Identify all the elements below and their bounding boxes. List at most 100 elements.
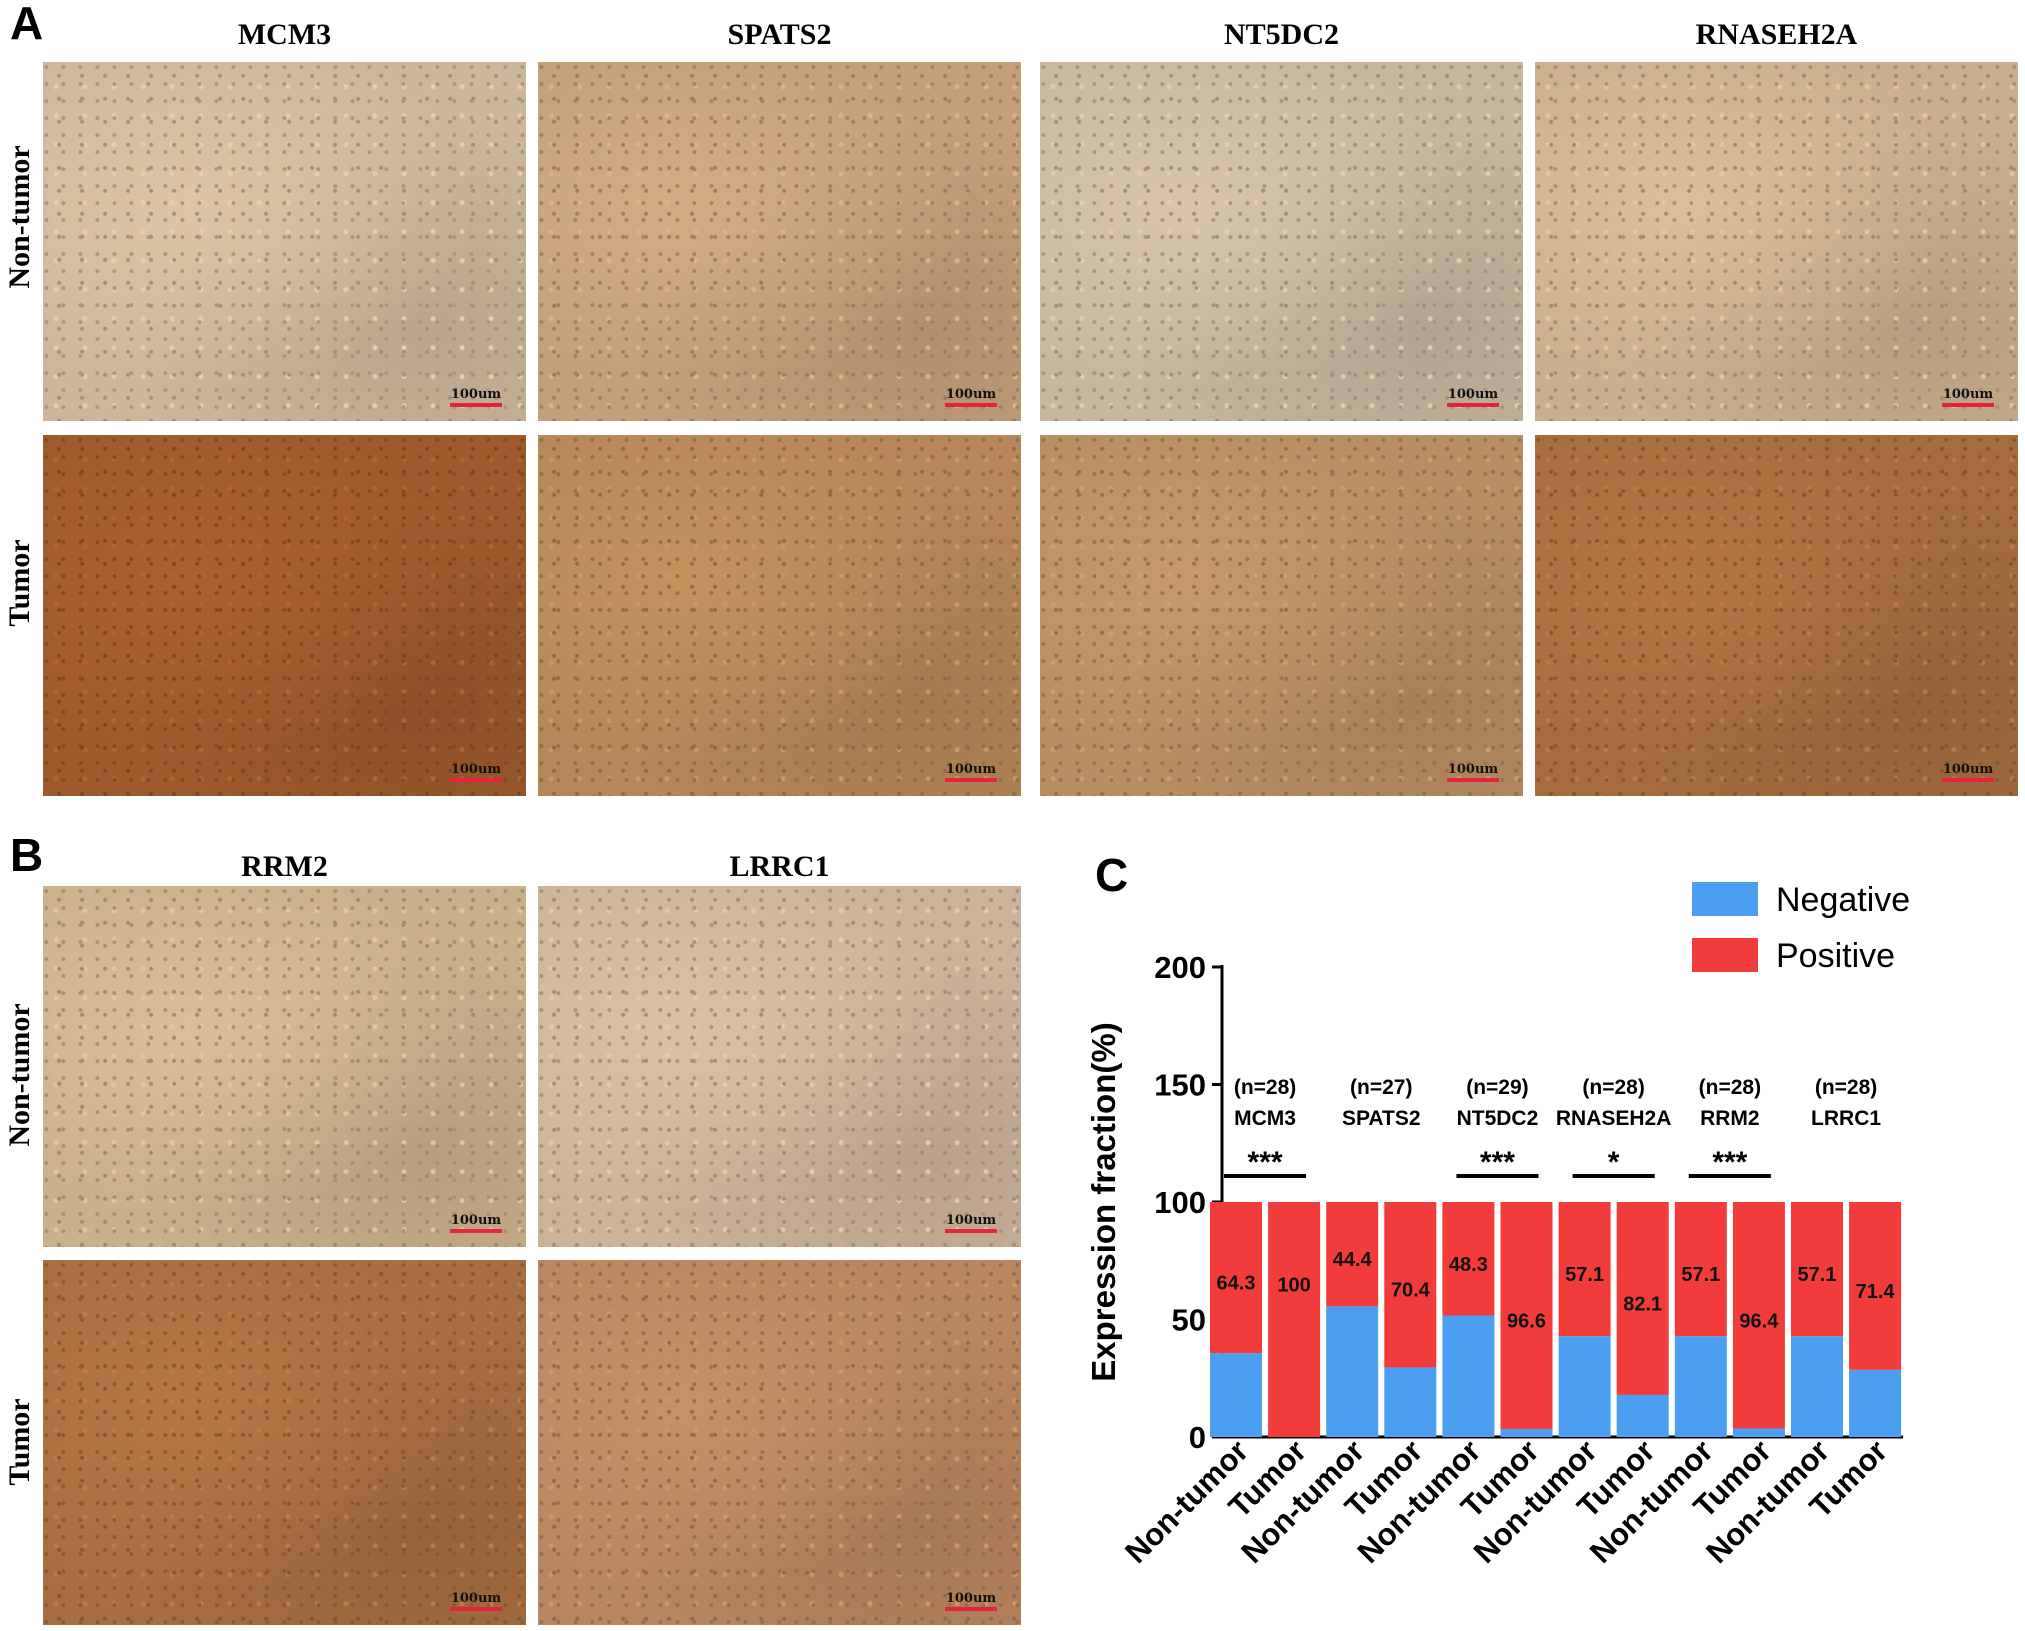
legend-swatch-1 xyxy=(1692,938,1758,972)
row-label-non-tumor-a: Non-tumor xyxy=(3,145,36,289)
scale-bar: 100um xyxy=(450,1591,502,1611)
legend-label-0: Negative xyxy=(1776,881,1910,919)
bar-label-positive-7: 82.1 xyxy=(1623,1293,1662,1315)
sig-stars-4: *** xyxy=(1712,1146,1747,1179)
row-label-tumor-a: Tumor xyxy=(3,539,36,627)
scale-bar: 100um xyxy=(945,762,997,782)
bar-positive-9 xyxy=(1732,1202,1785,1429)
gene-title-spats2: SPATS2 xyxy=(727,18,832,51)
group-n-3: (n=28) xyxy=(1582,1076,1644,1099)
bar-label-positive-6: 57.1 xyxy=(1565,1264,1604,1286)
gene-title-rrm2: RRM2 xyxy=(241,850,328,883)
micrograph-a-tumor-4: 100um xyxy=(1535,435,2018,796)
scale-bar: 100um xyxy=(1942,387,1994,407)
bar-positive-3 xyxy=(1384,1202,1437,1368)
y-tick-label-50: 50 xyxy=(1172,1303,1206,1338)
micrograph-b-nontumor-2: 100um xyxy=(538,886,1021,1247)
legend-swatch-0 xyxy=(1692,882,1758,916)
bar-positive-11 xyxy=(1849,1202,1902,1370)
y-tick-label-0: 0 xyxy=(1189,1420,1206,1455)
legend-label-1: Positive xyxy=(1776,937,1895,975)
sig-stars-0: *** xyxy=(1248,1146,1283,1179)
bar-positive-6 xyxy=(1558,1202,1611,1337)
micrograph-a-tumor-2: 100um xyxy=(538,435,1021,796)
gene-title-lrrc1: LRRC1 xyxy=(729,850,830,883)
bar-negative-10 xyxy=(1791,1336,1843,1437)
bar-negative-9 xyxy=(1732,1428,1785,1437)
bar-label-positive-1: 100 xyxy=(1277,1275,1310,1297)
bar-label-positive-11: 71.4 xyxy=(1856,1281,1896,1303)
bar-negative-0 xyxy=(1210,1353,1262,1437)
group-gene-1: SPATS2 xyxy=(1342,1107,1421,1130)
group-n-5: (n=28) xyxy=(1815,1076,1877,1099)
bar-positive-8 xyxy=(1674,1202,1727,1337)
scale-bar: 100um xyxy=(450,1213,502,1233)
micrograph-a-nontumor-4: 100um xyxy=(1535,62,2018,421)
group-gene-3: RNASEH2A xyxy=(1556,1107,1672,1130)
scale-bar: 100um xyxy=(450,387,502,407)
bar-negative-4 xyxy=(1442,1315,1495,1437)
micrograph-a-tumor-3: 100um xyxy=(1040,435,1523,796)
sig-stars-3: * xyxy=(1608,1146,1620,1179)
bar-label-positive-9: 96.4 xyxy=(1739,1310,1779,1332)
bar-negative-3 xyxy=(1384,1367,1437,1437)
y-tick-label-150: 150 xyxy=(1154,1068,1206,1103)
micrograph-a-nontumor-1: 100um xyxy=(43,62,526,421)
bar-negative-6 xyxy=(1558,1336,1611,1437)
scale-bar: 100um xyxy=(450,762,502,782)
bar-label-positive-8: 57.1 xyxy=(1681,1264,1720,1286)
bar-negative-8 xyxy=(1674,1336,1727,1437)
micrograph-b-tumor-2: 100um xyxy=(538,1260,1021,1625)
bar-positive-0 xyxy=(1210,1202,1262,1354)
bar-positive-2 xyxy=(1326,1202,1379,1307)
scale-bar: 100um xyxy=(945,1213,997,1233)
micrograph-a-nontumor-3: 100um xyxy=(1040,62,1523,421)
scale-bar: 100um xyxy=(1447,387,1499,407)
gene-title-nt5dc2: NT5DC2 xyxy=(1223,18,1339,51)
panel-label-a: A xyxy=(10,0,44,49)
row-label-non-tumor-b: Non-tumor xyxy=(3,1003,36,1147)
sig-stars-2: *** xyxy=(1480,1146,1515,1179)
y-tick-label-200: 200 xyxy=(1154,950,1206,985)
bar-negative-5 xyxy=(1500,1429,1553,1437)
bar-negative-7 xyxy=(1616,1394,1669,1437)
bar-negative-11 xyxy=(1849,1369,1902,1437)
gene-title-mcm3: MCM3 xyxy=(237,18,332,51)
micrograph-b-nontumor-1: 100um xyxy=(43,886,526,1247)
y-tick-label-100: 100 xyxy=(1154,1185,1206,1220)
bar-positive-4 xyxy=(1442,1202,1495,1316)
bar-positive-5 xyxy=(1500,1202,1553,1430)
group-n-0: (n=28) xyxy=(1234,1076,1296,1099)
scale-bar: 100um xyxy=(945,1591,997,1611)
bar-label-positive-4: 48.3 xyxy=(1449,1254,1488,1276)
group-n-2: (n=29) xyxy=(1466,1076,1528,1099)
group-n-4: (n=28) xyxy=(1699,1076,1761,1099)
scale-bar: 100um xyxy=(1942,762,1994,782)
bar-negative-2 xyxy=(1326,1306,1379,1437)
group-gene-2: NT5DC2 xyxy=(1457,1107,1539,1130)
group-gene-0: MCM3 xyxy=(1234,1107,1296,1130)
panel-label-c: C xyxy=(1095,849,1129,901)
micrograph-a-nontumor-2: 100um xyxy=(538,62,1021,421)
bar-positive-1 xyxy=(1268,1202,1321,1437)
micrograph-a-tumor-1: 100um xyxy=(43,435,526,796)
bar-label-positive-3: 70.4 xyxy=(1391,1280,1431,1302)
panel-label-b: B xyxy=(10,829,44,881)
bar-positive-7 xyxy=(1616,1202,1669,1395)
bar-label-positive-5: 96.6 xyxy=(1507,1311,1546,1333)
y-axis-label: Expression fraction(%) xyxy=(1085,1022,1122,1381)
micrograph-b-tumor-1: 100um xyxy=(43,1260,526,1625)
bar-label-positive-2: 44.4 xyxy=(1333,1249,1373,1271)
bar-label-positive-10: 57.1 xyxy=(1798,1264,1837,1286)
group-gene-4: RRM2 xyxy=(1700,1107,1760,1130)
group-gene-5: LRRC1 xyxy=(1811,1107,1881,1130)
scale-bar: 100um xyxy=(945,387,997,407)
row-label-tumor-b: Tumor xyxy=(3,1398,36,1486)
bar-positive-10 xyxy=(1791,1202,1843,1337)
scale-bar: 100um xyxy=(1447,762,1499,782)
gene-title-rnaseh2a: RNASEH2A xyxy=(1695,18,1858,51)
group-n-1: (n=27) xyxy=(1350,1076,1412,1099)
bar-label-positive-0: 64.3 xyxy=(1217,1273,1256,1295)
